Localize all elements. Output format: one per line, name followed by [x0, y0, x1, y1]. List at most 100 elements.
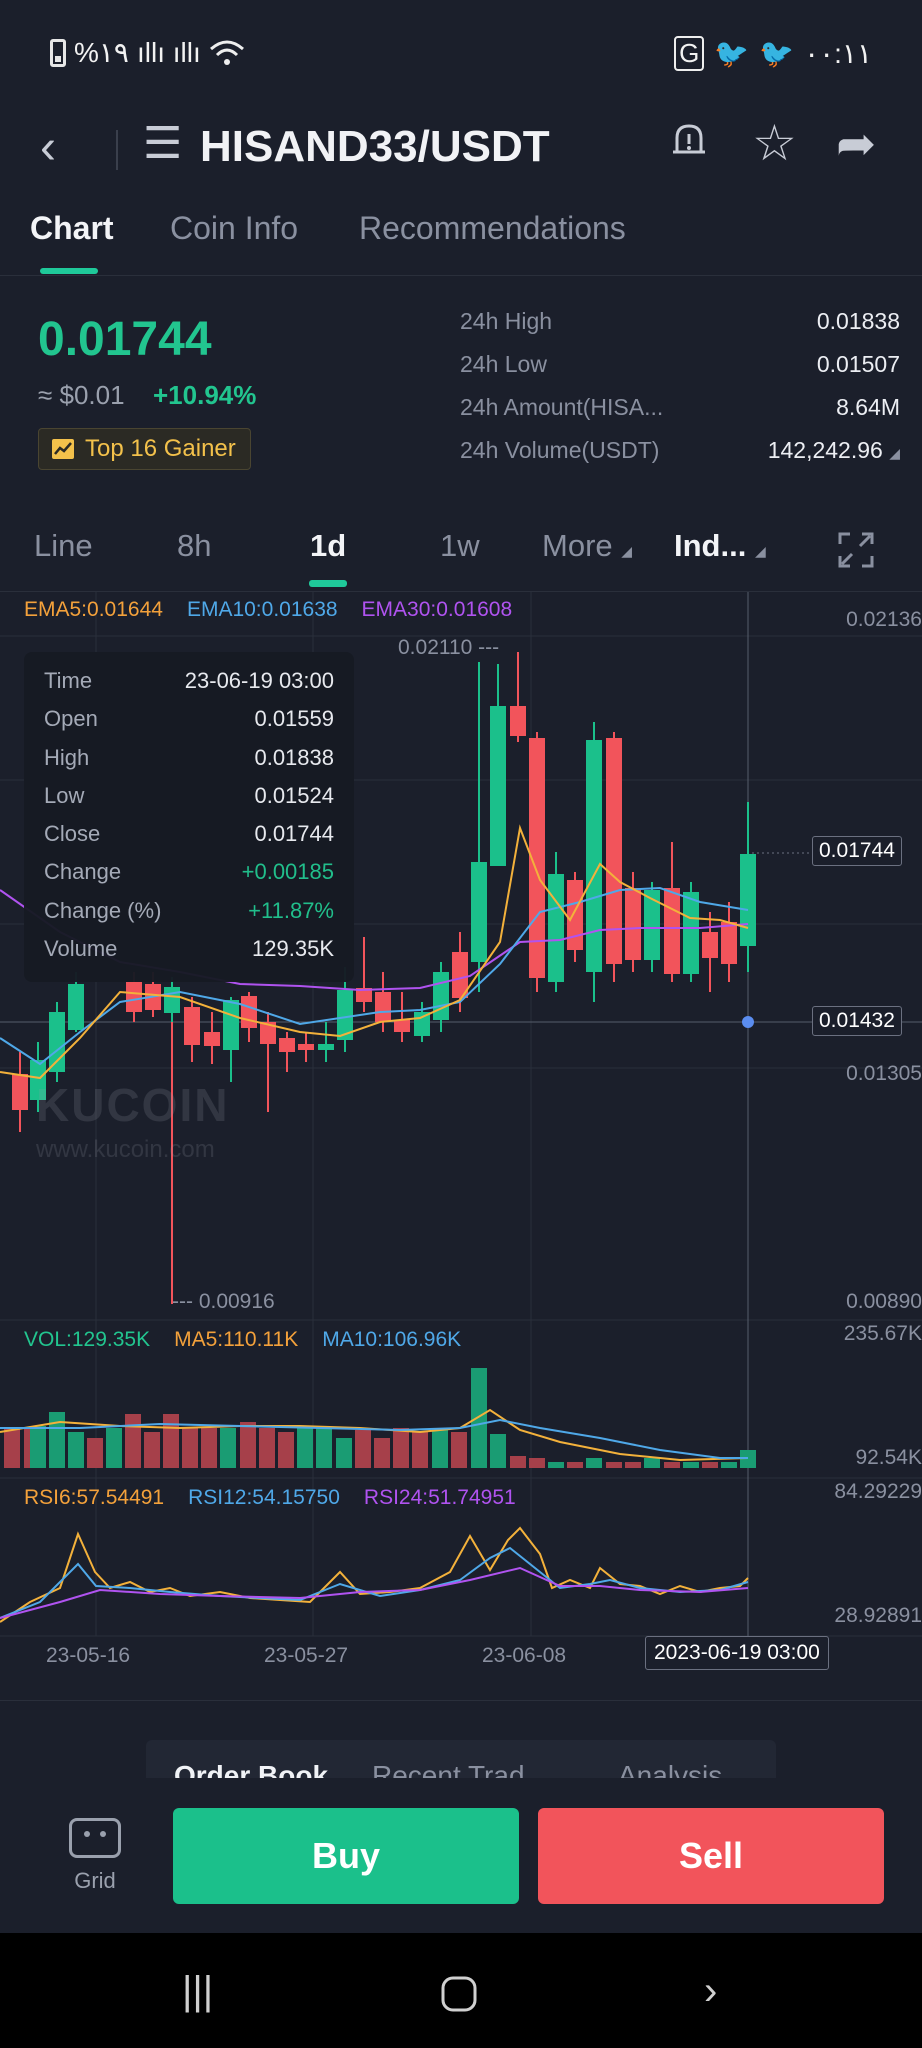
tab-analysis[interactable]: Analysis [618, 1760, 723, 1780]
kucoin-url: www.kucoin.com [36, 1136, 215, 1163]
tooltip-value: 0.01838 [254, 744, 334, 770]
candle-tooltip: Time 23-06-19 03:00 Open 0.01559 High 0.018… [24, 652, 354, 982]
interval-line[interactable]: Line [34, 528, 93, 563]
alert-bell-icon[interactable] [667, 118, 711, 162]
back-nav-icon[interactable]: › [704, 1969, 718, 2013]
interval-1w[interactable]: 1w [440, 528, 480, 563]
gainer-badge-label: Top 16 Gainer [85, 435, 236, 462]
candles [12, 652, 756, 1304]
tooltip-key: Time [44, 668, 93, 693]
ema30-label: EMA30:0.01608 [361, 598, 513, 621]
star-icon[interactable]: ☆ [752, 115, 797, 171]
pair-title[interactable]: HISAND33/USDT [200, 122, 550, 171]
tab-recent-trades[interactable]: Recent Trad [372, 1760, 525, 1780]
home-icon[interactable] [440, 1975, 478, 2013]
tooltip-row: Open 0.01559 [44, 706, 334, 744]
last-price: 0.01744 [38, 313, 212, 366]
indicators-label: Ind... [674, 528, 747, 563]
active-interval-indicator [309, 580, 347, 587]
date-label: 23-05-27 [264, 1644, 349, 1667]
main-tabs: Chart Coin Info Recommendations [0, 200, 922, 276]
tab-order-book[interactable]: Order Book [174, 1760, 329, 1780]
volume-value: 142,242.96 [767, 437, 883, 463]
stat-value: 142,242.96 ◢ [768, 437, 900, 480]
tooltip-row: Change +0.00185 [44, 859, 334, 897]
grid-button[interactable]: Grid [60, 1818, 130, 1894]
rsi24-label: RSI24:51.74951 [363, 1486, 516, 1509]
gainer-badge[interactable]: Top 16 Gainer [38, 428, 251, 470]
chart-canvas[interactable] [0, 592, 922, 1652]
interval-1d[interactable]: 1d [310, 528, 347, 563]
active-date-tag: 2023-06-19 03:00 [645, 1636, 829, 1670]
signal-icon: ıllı ıllı [136, 36, 201, 68]
status-right: G 🐦 🐦 ۰۰:۱۱ [674, 36, 872, 71]
battery-icon [50, 38, 66, 67]
back-icon[interactable]: ‹ [40, 121, 56, 174]
panel-divider [0, 1700, 922, 1701]
low-marker: --- 0.00916 [172, 1290, 275, 1313]
robot-icon [69, 1818, 121, 1858]
vol-ma5-line [0, 1408, 749, 1462]
recent-apps-icon[interactable]: ||| [182, 1969, 214, 2013]
tab-coin-info[interactable]: Coin Info [170, 210, 299, 246]
active-tab-indicator [40, 268, 98, 274]
tooltip-row: Volume 129.35K [44, 936, 334, 974]
share-icon[interactable]: ➦ [836, 118, 877, 171]
interval-8h[interactable]: 8h [177, 528, 212, 563]
vol-ma5-label: MA5:110.11K [174, 1328, 299, 1351]
twitter-icon: 🐦 [714, 38, 750, 69]
tooltip-value: +0.00185 [241, 859, 334, 885]
kucoin-watermark: KUCOIN www.kucoin.com [36, 1078, 229, 1164]
stat-label: 24h High [460, 308, 553, 334]
tooltip-value: 0.01524 [254, 782, 334, 808]
sell-button[interactable]: Sell [538, 1808, 884, 1904]
volume-bars [4, 1368, 756, 1468]
status-bar: %۱۹ ıllı ıllı G 🐦 🐦 ۰۰:۱۱ [0, 0, 922, 100]
menu-icon[interactable]: ☰ [143, 119, 183, 168]
rsi6-line [0, 1526, 749, 1623]
ema-legend: EMA5:0.01644 EMA10:0.01638 EMA30:0.01608 [24, 598, 512, 622]
wifi-icon [209, 40, 244, 65]
rsi-legend: RSI6:57.54491 RSI12:54.15750 RSI24:51.74… [24, 1486, 516, 1510]
tooltip-row: High 0.01838 [44, 745, 334, 783]
tooltip-value: 23-06-19 03:00 [184, 668, 334, 693]
indicators-dropdown[interactable]: Ind... ◢ [674, 528, 766, 564]
tooltip-value: 0.01744 [254, 821, 334, 847]
tooltip-value: 0.01559 [254, 706, 334, 732]
stat-label: 24h Low [460, 351, 547, 377]
stat-row: 24h High 0.01838 [460, 308, 900, 351]
grid-label: Grid [74, 1868, 116, 1893]
price-summary: 0.01744 ≈ $0.01 +10.94% Top 16 Gainer 24… [0, 290, 922, 500]
caret-down-icon: ◢ [754, 543, 766, 559]
tooltip-key: Volume [44, 936, 118, 962]
interval-bar: Line 8h 1d 1w More ◢ Ind... ◢ [0, 512, 922, 592]
ema10-label: EMA10:0.01638 [186, 598, 338, 621]
tooltip-key: Change (%) [44, 897, 162, 923]
fullscreen-icon[interactable] [836, 530, 876, 570]
action-bar: Grid Buy Sell [0, 1778, 922, 1933]
ema5-label: EMA5:0.01644 [24, 598, 163, 621]
translate-icon: G [674, 36, 705, 71]
tab-recommendations[interactable]: Recommendations [359, 210, 626, 246]
vol-ma10-label: MA10:106.96K [322, 1328, 462, 1351]
caret-down-icon: ◢ [621, 543, 633, 559]
trend-up-icon [52, 439, 74, 459]
interval-more[interactable]: More ◢ [542, 528, 632, 564]
tab-chart[interactable]: Chart [30, 210, 114, 246]
date-label: 23-06-08 [482, 1644, 567, 1667]
chart-area[interactable]: EMA5:0.01644 EMA10:0.01638 EMA30:0.01608… [0, 592, 922, 1670]
volume-axis-bottom: 92.54K [855, 1446, 922, 1469]
last-price-tag: 0.01744 [812, 836, 902, 866]
rsi6-label: RSI6:57.54491 [24, 1486, 165, 1509]
tooltip-key: Close [44, 821, 101, 847]
buy-button[interactable]: Buy [173, 1808, 519, 1904]
tooltip-row: Change (%) +11.87% [44, 898, 334, 936]
rsi24-line [0, 1566, 749, 1619]
tooltip-value: 129.35K [252, 936, 334, 962]
twitter-icon: 🐦 [759, 38, 795, 69]
ema10-line [0, 886, 749, 1066]
stat-row[interactable]: 24h Volume(USDT) 142,242.96 ◢ [460, 437, 900, 480]
tooltip-value: +11.87% [248, 897, 334, 923]
change-percent: +10.94% [153, 380, 257, 410]
more-label: More [542, 528, 613, 563]
